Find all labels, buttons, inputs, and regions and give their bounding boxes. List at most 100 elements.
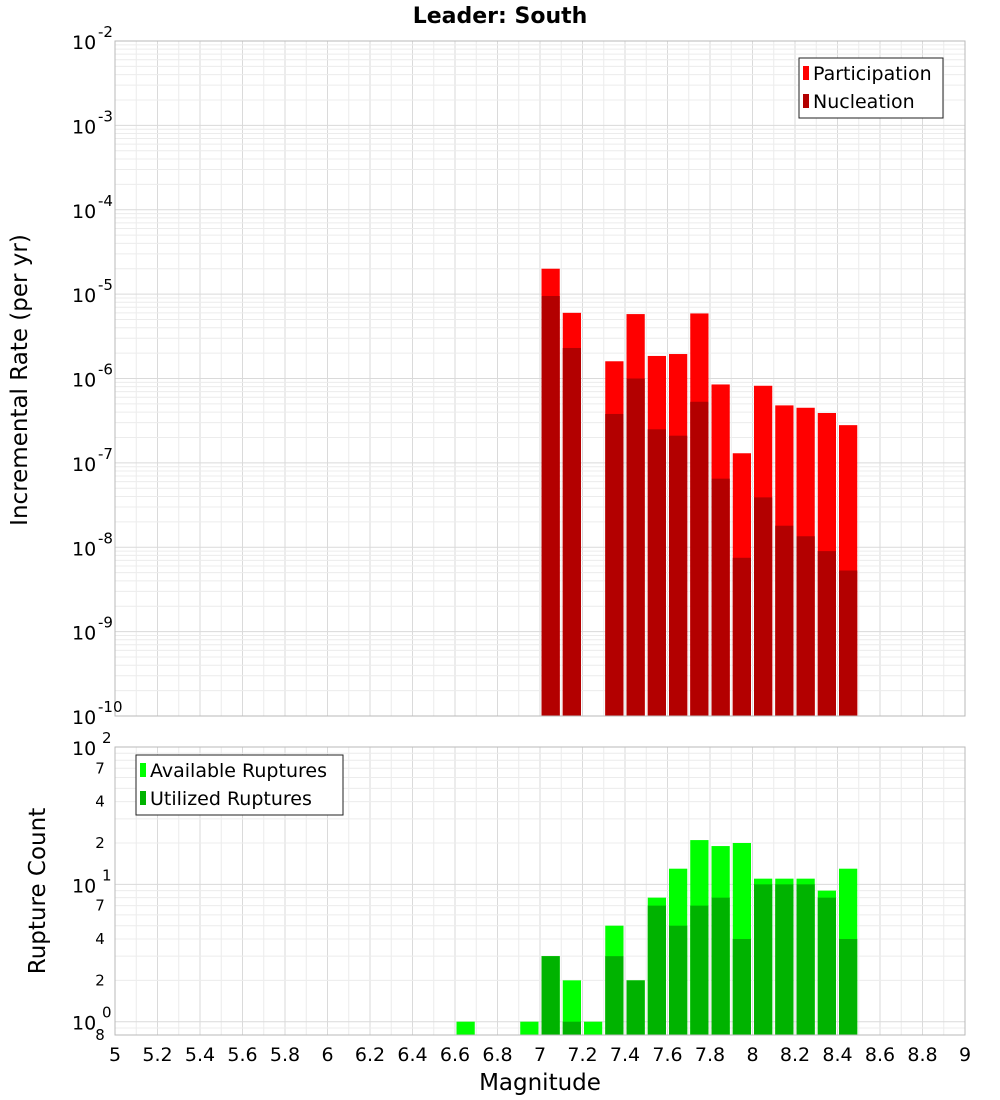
magnitude-tick-label: 8.2	[780, 1044, 810, 1066]
rate-nucleation-bar	[711, 478, 730, 716]
rate-nucleation-bar	[626, 378, 645, 716]
count-utilized-ruptures-bar	[541, 956, 560, 1035]
magnitude-tick-label: 8.4	[822, 1044, 852, 1066]
rate-y-tick-exponent: -10	[98, 698, 123, 716]
magnitude-tick-label: 5.2	[142, 1044, 172, 1066]
magnitude-axis-label: Magnitude	[479, 1070, 601, 1096]
chart-title: Leader: South	[413, 4, 588, 29]
rate-nucleation-bar	[647, 429, 666, 716]
count-y-minor-label: 2	[95, 834, 105, 852]
magnitude-tick-label: 5.4	[185, 1044, 215, 1066]
count-utilized-ruptures-bar	[732, 939, 751, 1035]
rate-y-tick-label: 10	[72, 116, 96, 138]
rate-y-tick-label: 10	[72, 623, 96, 645]
count-available-ruptures-bar	[584, 1021, 603, 1035]
rate-y-tick-exponent: -3	[98, 107, 113, 125]
rate-y-tick-exponent: -8	[98, 529, 113, 547]
magnitude-tick-label: 6.2	[355, 1044, 385, 1066]
magnitude-tick-label: 7.6	[652, 1044, 682, 1066]
count-y-tick-exponent: 2	[102, 729, 112, 747]
magnitude-tick-label: 5	[109, 1044, 121, 1066]
rate-y-tick-exponent: -2	[98, 23, 113, 41]
rate-nucleation-bar	[669, 435, 688, 716]
rate-y-tick-label: 10	[72, 707, 96, 729]
magnitude-tick-label: 8	[746, 1044, 758, 1066]
rate-nucleation-bar	[754, 497, 773, 716]
count-y-tick-exponent: 1	[102, 866, 112, 884]
top-grid	[114, 41, 966, 717]
rate-nucleation-bar	[605, 413, 624, 716]
rate-y-tick-label: 10	[72, 32, 96, 54]
magnitude-tick-label: 9	[959, 1044, 971, 1066]
rate-legend-box	[798, 57, 944, 119]
count-available-ruptures-bar	[562, 980, 581, 1035]
magnitude-tick-label: 8.8	[907, 1044, 937, 1066]
rate-y-tick-label: 10	[72, 201, 96, 223]
rate-y-tick-exponent: -4	[98, 192, 113, 210]
magnitude-tick-label: 8.6	[865, 1044, 895, 1066]
rupture-legend: Available Ruptures Utilized Ruptures	[135, 754, 344, 816]
rate-nucleation-bar	[690, 401, 709, 716]
count-y-axis-label: Rupture Count	[25, 808, 51, 974]
count-available-ruptures-bar	[456, 1021, 475, 1035]
rate-y-axis-label: Incremental Rate (per yr)	[7, 234, 33, 526]
count-y-ticks: 10 0 10 1 10 2 8 2 4 7 2 4 7	[72, 729, 112, 1044]
count-utilized-ruptures-bar	[647, 905, 666, 1035]
rate-y-tick-label: 10	[72, 285, 96, 307]
legend-label-nucleation: Nucleation	[813, 91, 915, 113]
count-y-tick-exponent: 0	[102, 1004, 112, 1022]
magnitude-tick-label: 7.8	[695, 1044, 725, 1066]
magnitude-tick-label: 6.4	[397, 1044, 427, 1066]
count-y-minor-label: 4	[95, 930, 105, 948]
count-utilized-ruptures-bar	[817, 897, 836, 1035]
count-y-minor-label: 2	[95, 971, 105, 989]
count-y-minor-label: 7	[95, 759, 105, 777]
count-utilized-ruptures-bar	[605, 956, 624, 1035]
rate-y-tick-label: 10	[72, 538, 96, 560]
magnitude-tick-label: 5.8	[270, 1044, 300, 1066]
count-available-ruptures-bar	[520, 1021, 539, 1035]
rate-y-tick-exponent: -6	[98, 361, 113, 379]
legend-label-participation: Participation	[813, 63, 932, 85]
legend-swatch-utilized	[140, 791, 146, 805]
count-y-minor-label: 7	[95, 897, 105, 915]
rate-nucleation-bar	[541, 296, 560, 716]
rate-y-tick-label: 10	[72, 454, 96, 476]
rupture-count-panel: 10 0 10 1 10 2 8 2 4 7 2 4 7 5 5.2 5.4 5.6 5.8 6 6.2 6.4 6.6…	[25, 729, 971, 1096]
magnitude-x-ticks: 5 5.2 5.4 5.6 5.8 6 6.2 6.4 6.6 6.8 7 7.2 7.4 7.6 7.8 8…	[109, 1044, 971, 1066]
rate-y-tick-exponent: -9	[98, 614, 113, 632]
count-y-tick-label: 10	[72, 875, 96, 897]
count-y-tick-label: 10	[72, 738, 96, 760]
count-y-minor-label: 4	[95, 793, 105, 811]
magnitude-tick-label: 5.6	[227, 1044, 257, 1066]
magnitude-tick-label: 6.8	[482, 1044, 512, 1066]
count-utilized-ruptures-bar	[796, 884, 815, 1035]
rate-nucleation-bar	[839, 570, 858, 716]
rate-y-tick-label: 10	[72, 370, 96, 392]
count-utilized-ruptures-bar	[690, 905, 709, 1035]
magnitude-tick-label: 6	[321, 1044, 333, 1066]
count-y-tick-label: 10	[72, 1013, 96, 1035]
rate-y-tick-exponent: -5	[98, 276, 113, 294]
magnitude-tick-label: 7.4	[610, 1044, 640, 1066]
rupture-legend-box	[135, 754, 344, 816]
count-utilized-ruptures-bar	[711, 897, 730, 1035]
rupture-bars	[456, 840, 858, 1035]
magnitude-tick-label: 7	[534, 1044, 546, 1066]
legend-label-available: Available Ruptures	[150, 760, 327, 782]
count-utilized-ruptures-bar	[562, 1021, 581, 1035]
rate-legend: Participation Nucleation	[798, 57, 944, 119]
magnitude-tick-label: 6.6	[440, 1044, 470, 1066]
count-utilized-ruptures-bar	[626, 980, 645, 1035]
count-utilized-ruptures-bar	[839, 939, 858, 1035]
legend-swatch-participation	[803, 66, 809, 80]
rate-nucleation-bar	[775, 525, 794, 716]
magnitude-tick-label: 7.2	[567, 1044, 597, 1066]
count-utilized-ruptures-bar	[669, 925, 688, 1035]
count-utilized-ruptures-bar	[775, 884, 794, 1035]
rate-nucleation-bar	[817, 551, 836, 716]
rate-nucleation-bar	[562, 347, 581, 716]
